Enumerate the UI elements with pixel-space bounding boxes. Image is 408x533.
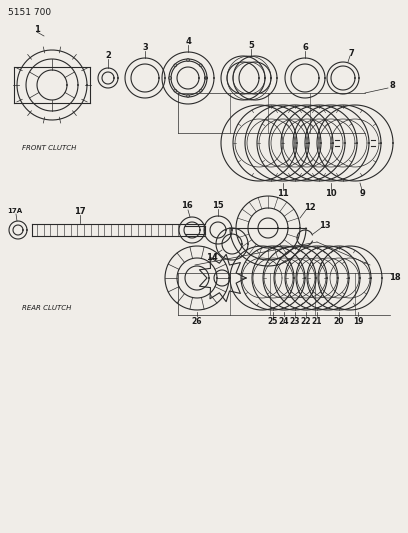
Text: 10: 10 xyxy=(325,189,337,198)
Text: 18: 18 xyxy=(389,273,401,282)
Text: 21: 21 xyxy=(312,318,322,327)
Text: 22: 22 xyxy=(301,318,311,327)
Text: 11: 11 xyxy=(277,189,289,198)
Text: 1: 1 xyxy=(34,26,40,35)
Text: 15: 15 xyxy=(212,201,224,211)
Text: 5151 700: 5151 700 xyxy=(8,8,51,17)
Text: 13: 13 xyxy=(319,222,331,230)
Text: 23: 23 xyxy=(290,318,300,327)
Text: 3: 3 xyxy=(142,44,148,52)
Text: 6: 6 xyxy=(302,44,308,52)
Text: 7: 7 xyxy=(348,49,354,58)
Text: 2: 2 xyxy=(105,52,111,61)
Text: 9: 9 xyxy=(360,189,366,198)
Text: 24: 24 xyxy=(279,318,289,327)
Text: 25: 25 xyxy=(268,318,278,327)
Text: 5: 5 xyxy=(248,42,254,51)
Text: 12: 12 xyxy=(304,204,316,213)
Text: 4: 4 xyxy=(185,37,191,46)
Text: 17A: 17A xyxy=(7,208,22,214)
Text: 19: 19 xyxy=(353,318,363,327)
Text: 20: 20 xyxy=(334,318,344,327)
Text: REAR CLUTCH: REAR CLUTCH xyxy=(22,305,71,311)
Text: 8: 8 xyxy=(389,82,395,91)
Text: 14: 14 xyxy=(206,254,218,262)
Text: 17: 17 xyxy=(74,207,86,216)
Text: 16: 16 xyxy=(181,201,193,211)
Text: 26: 26 xyxy=(192,318,202,327)
Text: FRONT CLUTCH: FRONT CLUTCH xyxy=(22,145,76,151)
